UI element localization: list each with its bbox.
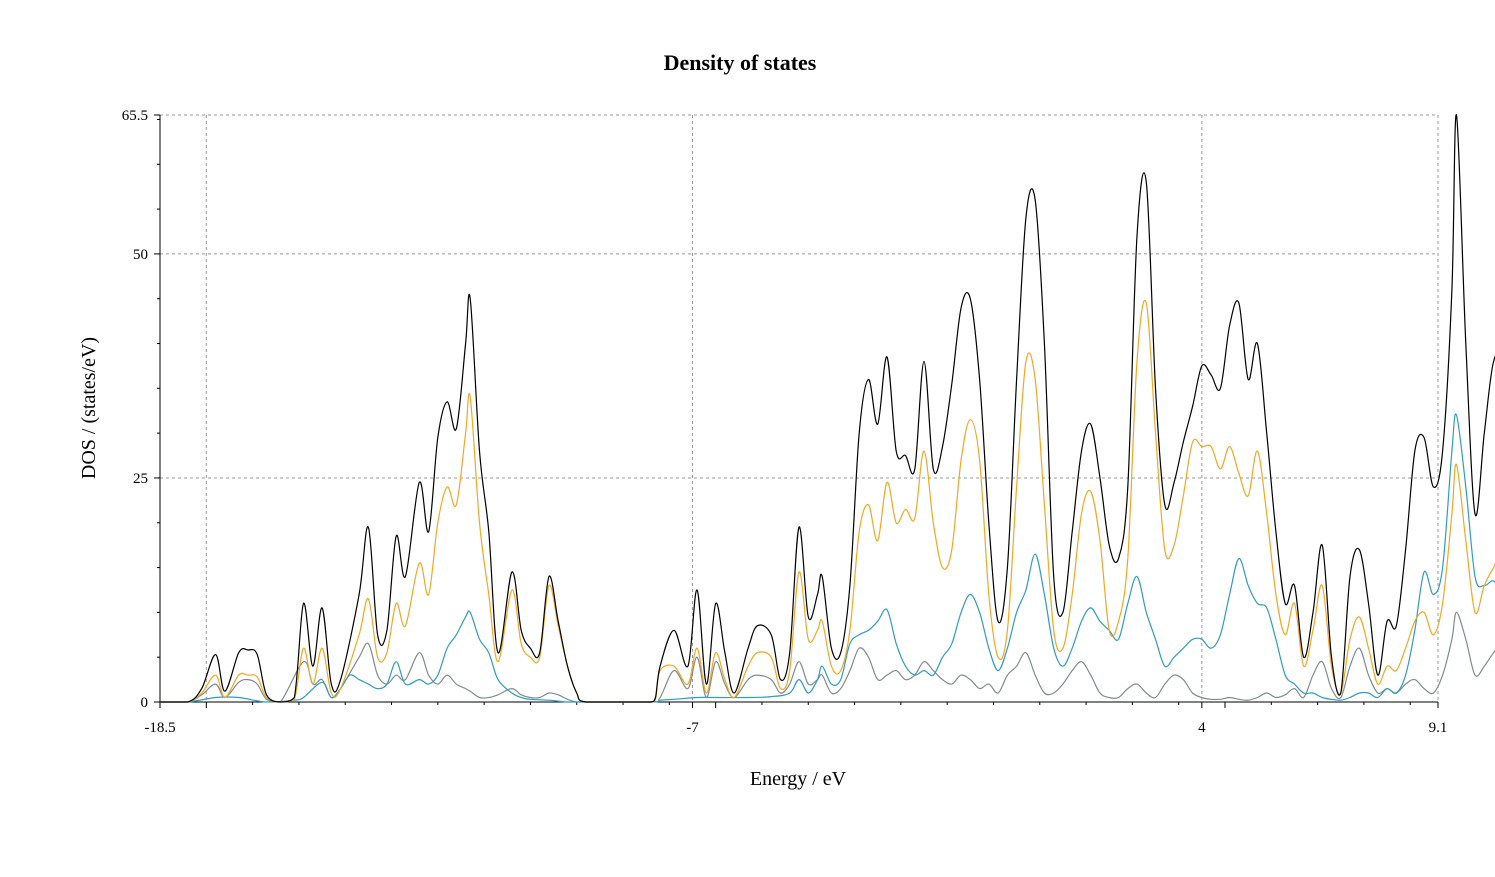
x-tick-label: 9.1 [1429, 720, 1448, 736]
x-axis-label: Energy / eV [750, 768, 847, 790]
tick-labels: -18.5 -7 4 9.1 0 25 50 65.5 [122, 108, 1448, 736]
series-group [159, 114, 1495, 703]
x-tick-label: -7 [686, 720, 699, 736]
series-line-3 [159, 611, 1495, 703]
series-line-2 [159, 413, 1495, 703]
y-tick-label: 25 [133, 471, 148, 487]
y-tick-label: 65.5 [122, 108, 148, 124]
grid [160, 114, 1439, 702]
x-tick-label: 4 [1198, 720, 1206, 736]
x-tick-label: -18.5 [144, 720, 175, 736]
series-line-0 [159, 114, 1495, 703]
y-tick-label: 50 [133, 247, 148, 263]
chart-title: Density of states [664, 50, 817, 75]
axes [154, 114, 1439, 708]
y-axis-label: DOS / (states/eV) [78, 337, 100, 479]
y-tick-label: 0 [141, 695, 149, 711]
series-line-1 [159, 299, 1495, 703]
